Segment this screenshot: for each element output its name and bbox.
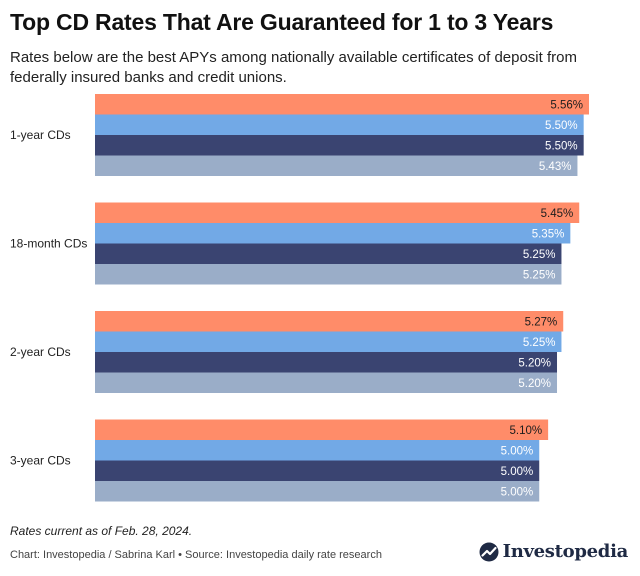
bar-value-label: 5.00% [501, 466, 534, 478]
bar-value-label: 5.00% [501, 445, 534, 457]
bar [95, 264, 562, 285]
source-credit: Chart: Investopedia / Sabrina Karl • Sou… [10, 549, 382, 561]
bar-chart: 1-year CDs 5.56% 5.50% 5.50% 5.43% 18-month C… [10, 94, 589, 502]
bar-value-label: 5.25% [523, 337, 556, 349]
bar [95, 114, 584, 135]
bar [95, 223, 571, 244]
category-label: 2-year CDs [10, 345, 71, 359]
bar [95, 243, 562, 264]
bar [95, 155, 578, 176]
chart-title: Top CD Rates That Are Guaranteed for 1 t… [10, 9, 554, 35]
bar-value-label: 5.20% [518, 378, 551, 390]
bar-value-label: 5.50% [545, 140, 578, 152]
investopedia-logo-icon [479, 542, 499, 561]
bar [95, 202, 580, 223]
bar-value-label: 5.35% [532, 228, 565, 240]
bar [95, 419, 549, 440]
bar-value-label: 5.43% [539, 161, 572, 173]
bar-value-label: 5.50% [545, 120, 578, 132]
bar-value-label: 5.25% [523, 269, 556, 281]
bar [95, 460, 540, 481]
bar-value-label: 5.56% [550, 99, 583, 111]
bar-value-label: 5.00% [501, 486, 534, 498]
bar-value-label: 5.10% [510, 425, 543, 437]
bar-value-label: 5.27% [525, 316, 558, 328]
bar [95, 331, 562, 352]
bar [95, 135, 584, 156]
category-label: 1-year CDs [10, 128, 71, 142]
bar [95, 440, 540, 461]
chart-subtitle: Rates below are the best APYs among nati… [10, 49, 577, 86]
brand-name: Investopedia [502, 541, 629, 562]
bar [95, 311, 564, 332]
bar [95, 94, 589, 115]
bar [95, 481, 540, 502]
bar-value-label: 5.25% [523, 249, 556, 261]
bar [95, 372, 558, 393]
category-label: 3-year CDs [10, 454, 71, 468]
bar [95, 352, 558, 373]
brand-logo: Investopedia [479, 541, 628, 562]
bar-value-label: 5.45% [541, 208, 574, 220]
rates-note: Rates current as of Feb. 28, 2024. [10, 524, 193, 538]
category-label: 18-month CDs [10, 237, 87, 251]
bar-value-label: 5.20% [518, 357, 551, 369]
